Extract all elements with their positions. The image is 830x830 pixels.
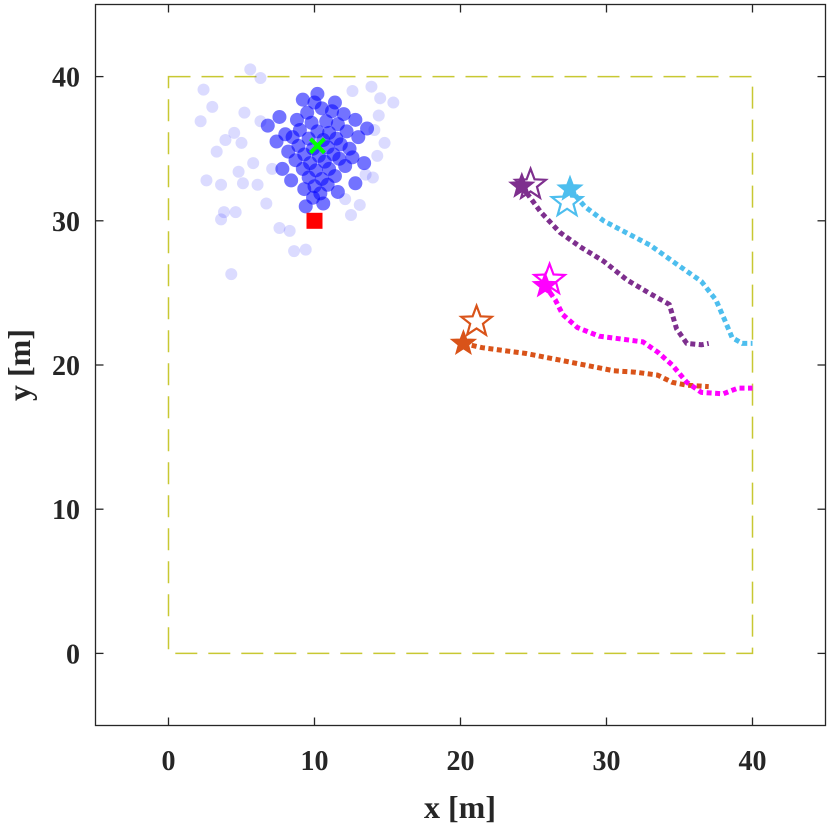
- x-tick-label: 20: [447, 746, 475, 777]
- particle-point: [357, 156, 372, 171]
- particle-point: [251, 178, 264, 191]
- particle-point: [327, 95, 342, 110]
- trajectory-line-3: [519, 184, 710, 348]
- particle-point: [299, 243, 312, 256]
- particle-point: [260, 197, 273, 210]
- y-tick-label: 0: [66, 639, 80, 670]
- goal-star-4: [548, 182, 586, 218]
- particle-point: [351, 130, 366, 145]
- x-tick-label: 40: [739, 746, 767, 777]
- particle-point: [269, 134, 284, 149]
- particle-point: [330, 184, 345, 199]
- particle-point: [345, 209, 357, 222]
- particle-point: [254, 72, 267, 85]
- particle-point: [348, 176, 363, 191]
- y-ticks: 0 10 20 30 40: [52, 63, 826, 670]
- y-tick-label: 40: [52, 63, 80, 94]
- particle-point: [235, 136, 248, 149]
- y-tick-label: 20: [52, 351, 80, 382]
- particle-point: [228, 126, 241, 139]
- x-tick-label: 30: [593, 746, 621, 777]
- particle-point: [210, 145, 223, 158]
- particle-point: [273, 222, 286, 235]
- particle-point: [272, 109, 287, 124]
- particle-point: [371, 149, 384, 162]
- particle-point: [232, 165, 245, 178]
- particle-point: [238, 106, 251, 119]
- particle-point: [366, 171, 379, 184]
- particle-point: [266, 162, 279, 175]
- particle-point: [200, 174, 213, 187]
- particle-point: [284, 173, 299, 188]
- particle-point: [194, 115, 207, 128]
- particle-point: [244, 63, 257, 76]
- particle-point: [295, 92, 310, 107]
- particle-point: [217, 206, 230, 219]
- particle-point: [206, 100, 219, 113]
- particle-point: [339, 124, 354, 139]
- particle-point: [387, 96, 400, 109]
- particle-point: [197, 83, 210, 96]
- particle-point: [310, 86, 325, 101]
- trajectory-line-1: [462, 340, 709, 390]
- particle-point: [281, 144, 296, 159]
- particle-point: [319, 114, 334, 129]
- x-tick-label: 0: [162, 746, 176, 777]
- particle-point: [365, 80, 378, 93]
- particle-point: [316, 196, 331, 211]
- trajectory-line-4: [568, 187, 753, 346]
- particle-point: [353, 198, 366, 211]
- particle-point: [359, 168, 372, 181]
- start-star-3: [508, 171, 536, 198]
- particle-point: [346, 85, 359, 98]
- boundary-rect: [167, 75, 754, 655]
- x-tick-label: 10: [301, 746, 329, 777]
- particle-point: [215, 213, 228, 226]
- particle-point: [360, 121, 375, 136]
- start-star-2: [531, 271, 559, 298]
- y-axis-label: y [m]: [1, 329, 37, 401]
- start-star-1: [449, 328, 478, 356]
- particle-point: [260, 118, 275, 133]
- particle-point: [288, 245, 301, 258]
- plot-layer: [167, 63, 754, 655]
- estimate-marker: [309, 137, 326, 155]
- goal-star-1: [458, 302, 495, 338]
- particle-point: [345, 150, 360, 165]
- particle-point: [348, 112, 363, 127]
- particle-point: [298, 199, 313, 214]
- particle-point: [378, 136, 391, 149]
- particle-point: [275, 161, 290, 176]
- particle-point: [247, 157, 260, 170]
- trajectory-line-2: [543, 284, 753, 397]
- source-marker: [306, 212, 323, 229]
- y-tick-label: 10: [52, 495, 80, 526]
- x-axis-label: x [m]: [424, 789, 496, 825]
- particle-point: [283, 224, 296, 237]
- estimate-marker-stroke: [309, 137, 326, 155]
- particle-point: [374, 92, 387, 105]
- particle-point: [297, 182, 312, 197]
- particle-point: [225, 268, 238, 281]
- y-tick-label: 30: [52, 207, 80, 238]
- start-star-4: [556, 174, 584, 201]
- particle-point: [336, 107, 351, 122]
- particle-point: [229, 206, 242, 219]
- plot-background: [95, 4, 826, 726]
- x-ticks: 0 10 20 30 40: [162, 4, 767, 777]
- particle-point: [215, 178, 228, 191]
- particle-point: [219, 134, 232, 147]
- particle-point: [372, 109, 385, 122]
- particle-point: [236, 177, 249, 190]
